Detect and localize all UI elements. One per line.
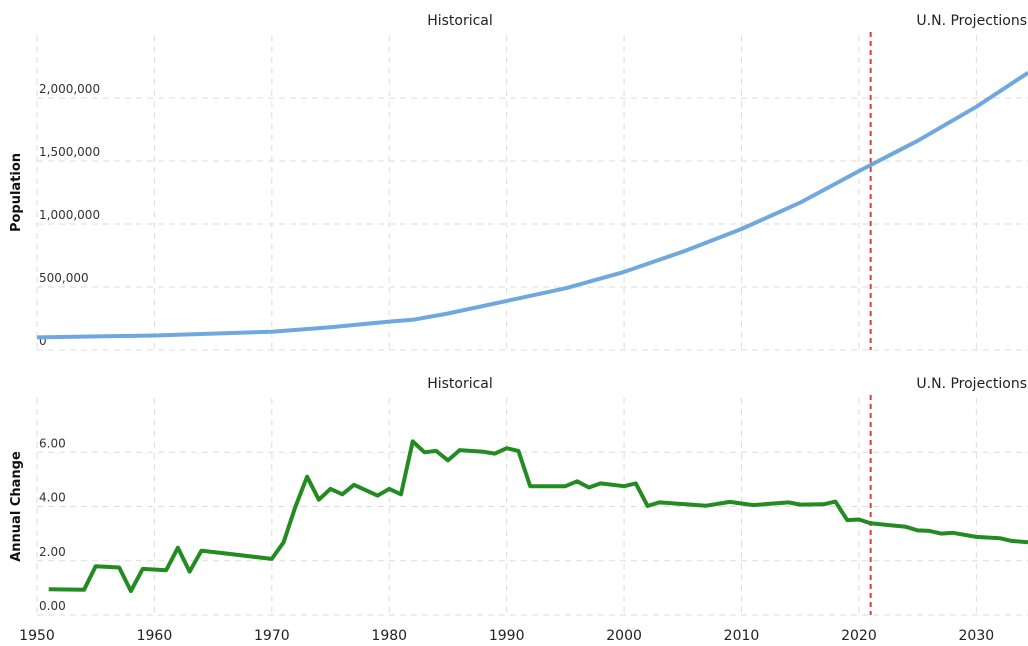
x-tick-label: 1990 — [489, 628, 525, 644]
y-tick-label: 6.00 — [39, 436, 66, 450]
x-tick-label: 2010 — [724, 628, 760, 644]
x-tick-label: 1970 — [254, 628, 290, 644]
x-tick-label: 2030 — [959, 628, 995, 644]
y-tick-label: 2.00 — [39, 545, 66, 559]
y-axis-title: Annual Change — [9, 451, 24, 562]
y-axis-title: Population — [9, 153, 24, 232]
x-tick-label: 2000 — [606, 628, 642, 644]
data-line — [48, 439, 1028, 594]
annotation: Historical — [427, 13, 493, 29]
y-tick-label: 0 — [39, 334, 47, 348]
y-tick-label: 2,000,000 — [39, 82, 100, 96]
x-tick-label: 1960 — [137, 628, 173, 644]
x-tick-label: 1980 — [371, 628, 407, 644]
y-tick-label: 1,000,000 — [39, 208, 100, 222]
annotation: Historical — [427, 376, 493, 392]
y-tick-label: 500,000 — [39, 271, 89, 285]
annotation: U.N. Projections — [916, 13, 1027, 29]
annotation: U.N. Projections — [916, 376, 1027, 392]
x-tick-label: 2020 — [841, 628, 877, 644]
y-tick-label: 0.00 — [39, 599, 66, 613]
data-line — [36, 71, 1028, 340]
x-tick-label: 1950 — [19, 628, 55, 644]
y-tick-label: 4.00 — [39, 491, 66, 505]
y-tick-label: 1,500,000 — [39, 145, 100, 159]
